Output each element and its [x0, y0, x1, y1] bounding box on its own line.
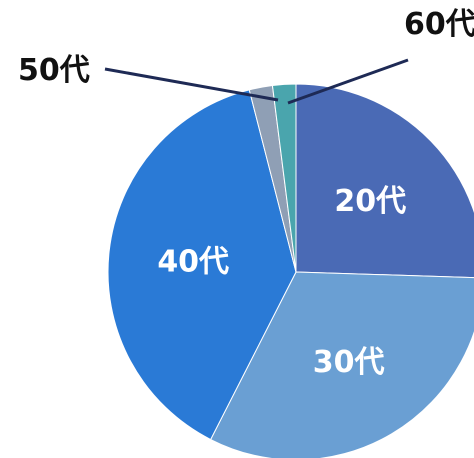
slice-label-60: 60代 — [404, 7, 474, 42]
slice-label-30: 30代 — [313, 345, 385, 380]
leader-line-60 — [287, 58, 409, 105]
leader-line-50 — [104, 67, 279, 102]
leader-lines — [104, 58, 409, 105]
slice-label-50: 50代 — [18, 53, 90, 88]
pie-slice-20 — [295, 83, 474, 279]
slice-labels: 20代 30代 40代 50代 60代 — [18, 7, 474, 380]
slice-label-20: 20代 — [334, 184, 406, 219]
pie-slice-30 — [209, 271, 474, 458]
pie-slices — [107, 83, 474, 458]
pie-slice-60 — [271, 83, 297, 273]
slice-label-40: 40代 — [157, 245, 229, 280]
pie-slice-40 — [107, 89, 297, 441]
